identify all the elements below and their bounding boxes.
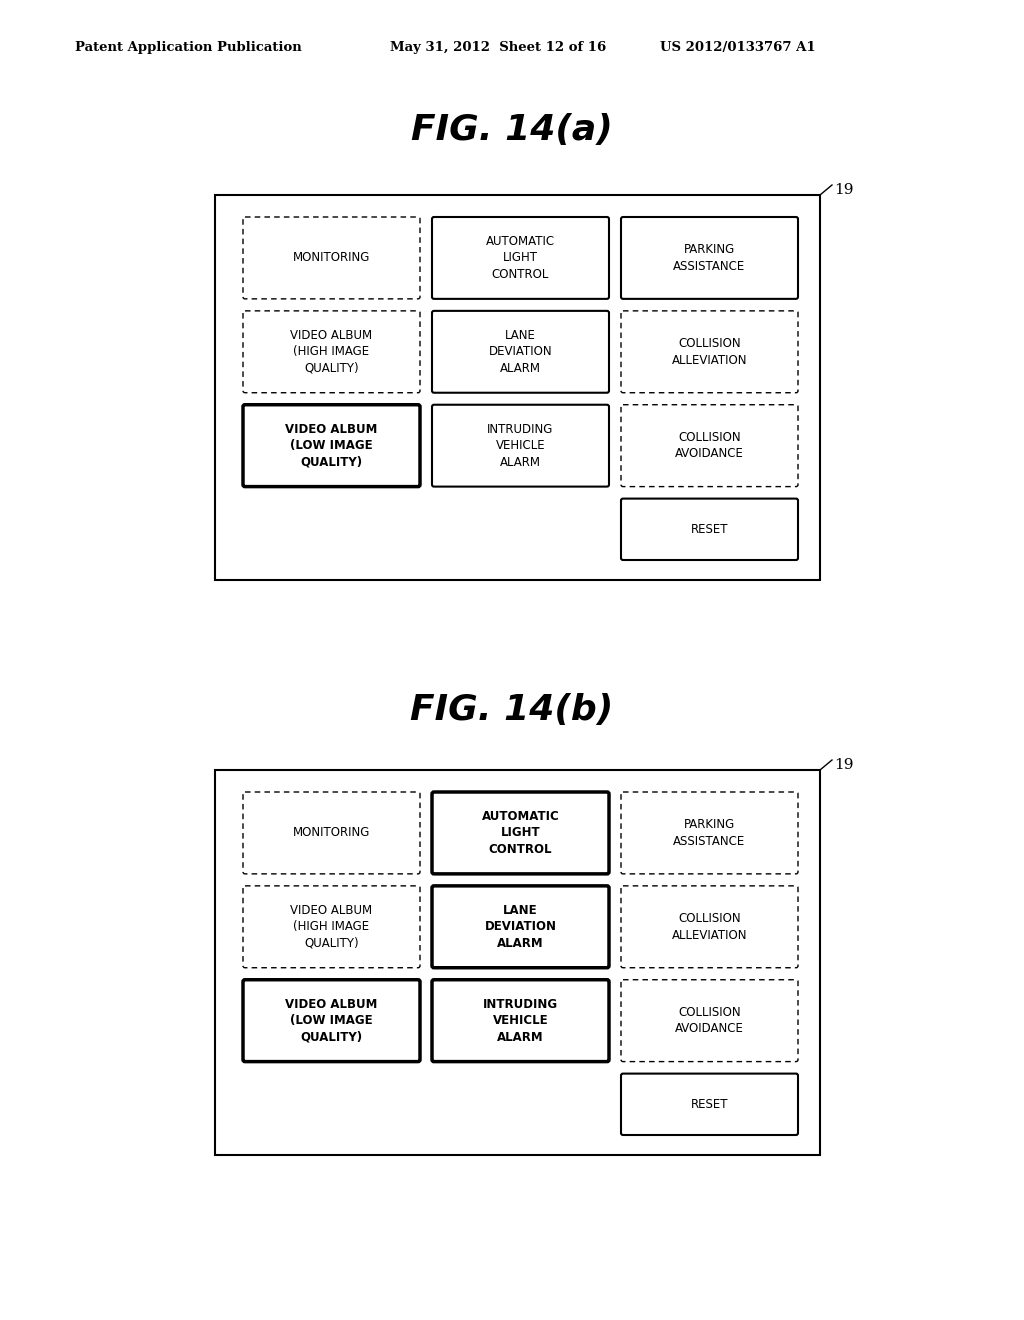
Text: VIDEO ALBUM
(LOW IMAGE
QUALITY): VIDEO ALBUM (LOW IMAGE QUALITY) [286,422,378,469]
FancyBboxPatch shape [432,405,609,487]
Text: FIG. 14(b): FIG. 14(b) [411,693,613,727]
Text: COLLISION
ALLEVIATION: COLLISION ALLEVIATION [672,912,748,941]
FancyBboxPatch shape [621,792,798,874]
FancyBboxPatch shape [243,216,420,298]
Text: COLLISION
AVOIDANCE: COLLISION AVOIDANCE [675,430,744,461]
FancyBboxPatch shape [621,405,798,487]
FancyBboxPatch shape [432,886,609,968]
Text: PARKING
ASSISTANCE: PARKING ASSISTANCE [674,818,745,847]
Text: 19: 19 [834,758,853,772]
FancyBboxPatch shape [432,312,609,393]
FancyBboxPatch shape [243,405,420,487]
FancyBboxPatch shape [621,886,798,968]
Text: RESET: RESET [691,523,728,536]
Text: PARKING
ASSISTANCE: PARKING ASSISTANCE [674,243,745,273]
Text: US 2012/0133767 A1: US 2012/0133767 A1 [660,41,816,54]
FancyBboxPatch shape [432,979,609,1061]
Text: MONITORING: MONITORING [293,251,371,264]
Text: May 31, 2012  Sheet 12 of 16: May 31, 2012 Sheet 12 of 16 [390,41,606,54]
FancyBboxPatch shape [243,979,420,1061]
Text: Patent Application Publication: Patent Application Publication [75,41,302,54]
Text: FIG. 14(a): FIG. 14(a) [411,114,613,147]
FancyBboxPatch shape [243,312,420,393]
Text: AUTOMATIC
LIGHT
CONTROL: AUTOMATIC LIGHT CONTROL [486,235,555,281]
Text: VIDEO ALBUM
(HIGH IMAGE
QUALITY): VIDEO ALBUM (HIGH IMAGE QUALITY) [291,329,373,375]
Text: INTRUDING
VEHICLE
ALARM: INTRUDING VEHICLE ALARM [483,998,558,1044]
Text: COLLISION
ALLEVIATION: COLLISION ALLEVIATION [672,337,748,367]
Bar [215,195,820,579]
Bar [215,770,820,1155]
Text: 19: 19 [834,183,853,197]
FancyBboxPatch shape [432,216,609,298]
FancyBboxPatch shape [243,886,420,968]
Text: MONITORING: MONITORING [293,826,371,840]
FancyBboxPatch shape [621,312,798,393]
FancyBboxPatch shape [621,216,798,298]
Text: COLLISION
AVOIDANCE: COLLISION AVOIDANCE [675,1006,744,1035]
FancyBboxPatch shape [432,792,609,874]
Text: AUTOMATIC
LIGHT
CONTROL: AUTOMATIC LIGHT CONTROL [481,810,559,855]
Text: VIDEO ALBUM
(LOW IMAGE
QUALITY): VIDEO ALBUM (LOW IMAGE QUALITY) [286,998,378,1044]
Text: VIDEO ALBUM
(HIGH IMAGE
QUALITY): VIDEO ALBUM (HIGH IMAGE QUALITY) [291,904,373,950]
FancyBboxPatch shape [243,792,420,874]
FancyBboxPatch shape [621,1073,798,1135]
Text: LANE
DEVIATION
ALARM: LANE DEVIATION ALARM [484,904,556,950]
Text: INTRUDING
VEHICLE
ALARM: INTRUDING VEHICLE ALARM [487,422,554,469]
FancyBboxPatch shape [621,979,798,1061]
Text: LANE
DEVIATION
ALARM: LANE DEVIATION ALARM [488,329,552,375]
Text: RESET: RESET [691,1098,728,1111]
FancyBboxPatch shape [621,499,798,560]
